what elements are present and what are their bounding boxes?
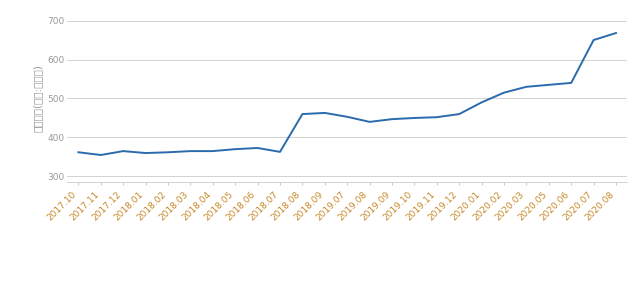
- Y-axis label: 거래금액(단위:백만원): 거래금액(단위:백만원): [33, 65, 43, 132]
